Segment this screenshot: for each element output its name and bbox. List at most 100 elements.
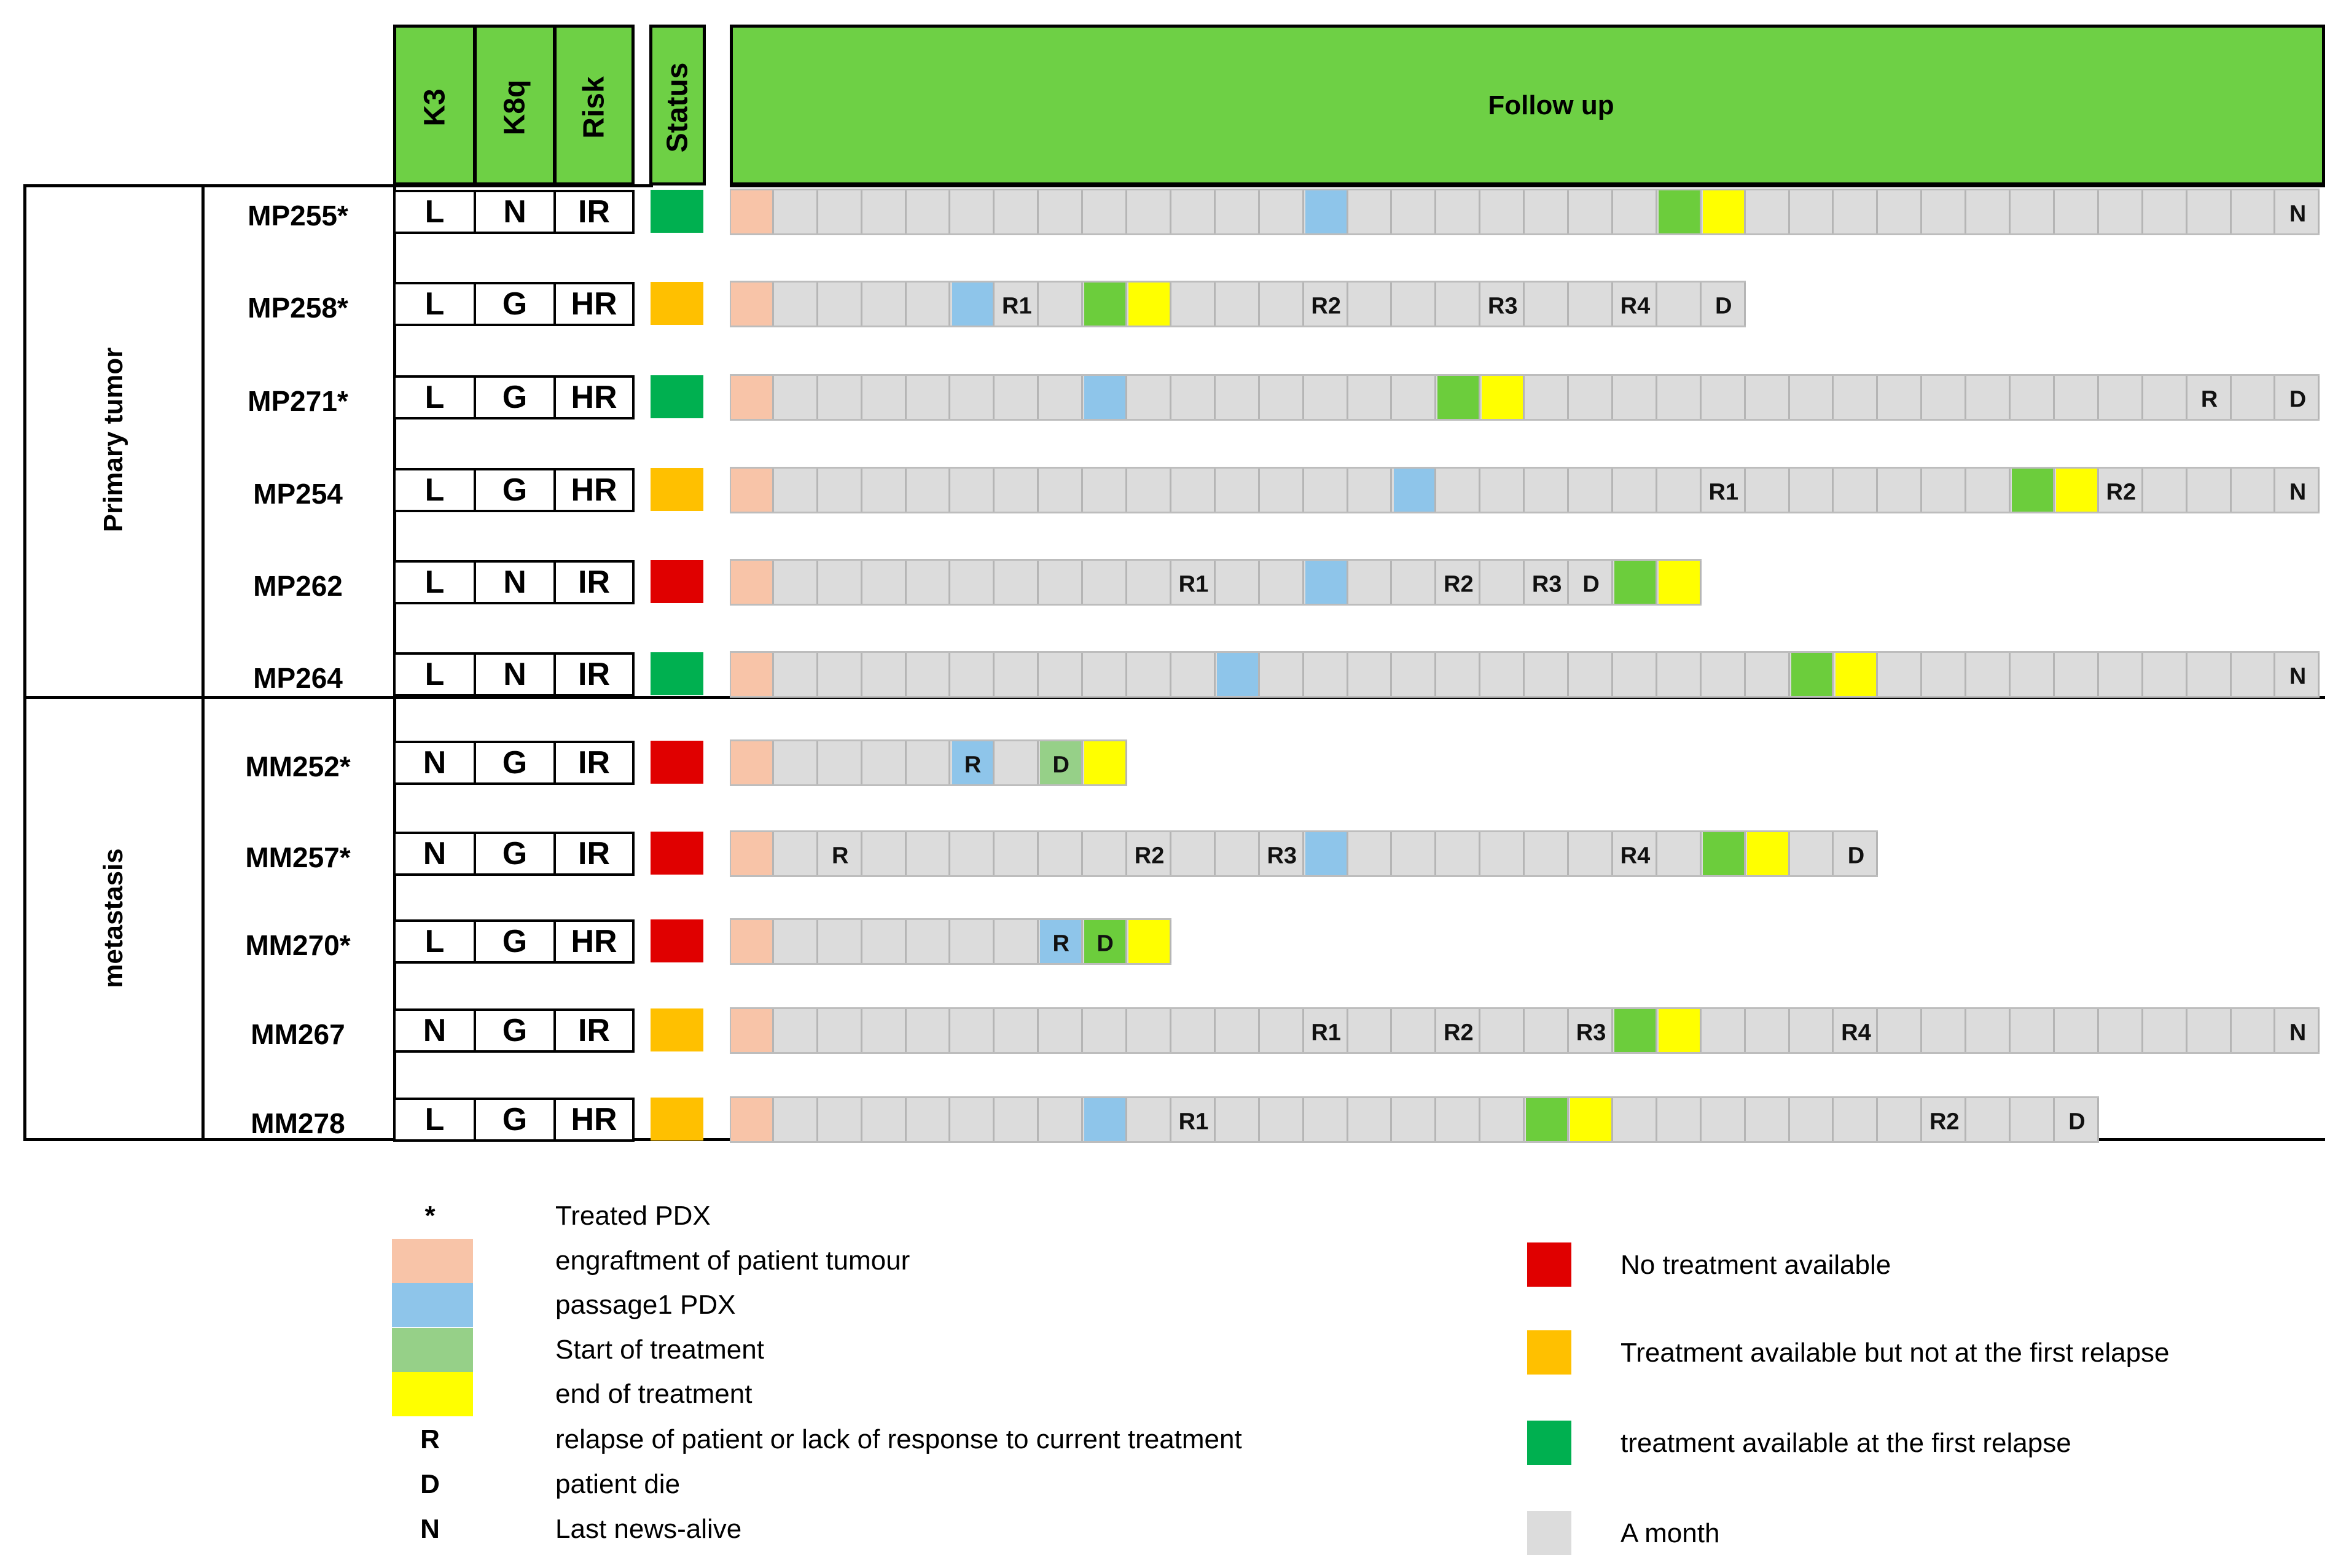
month-track: [730, 1096, 2099, 1143]
month-cell: [1922, 1098, 1967, 1141]
k3-cell: L: [393, 190, 476, 234]
status-header: [649, 25, 706, 185]
month-cell: [2187, 469, 2232, 512]
month-cell: [1216, 1098, 1260, 1141]
month-cell: [2276, 376, 2320, 419]
event-label: R4: [1620, 293, 1651, 319]
event-label: R1: [1311, 1020, 1341, 1046]
month-cell: [818, 469, 862, 512]
month-cell: [1746, 376, 1790, 419]
month-cell: [862, 920, 907, 963]
row-id-label: MP262: [253, 570, 343, 602]
group-column-border: [201, 184, 205, 1141]
event-label: R2: [1134, 843, 1165, 869]
month-cell: [1171, 469, 1216, 512]
legend-text: passage1 PDX: [555, 1290, 736, 1320]
event-engraftment-cell: [731, 1009, 774, 1052]
month-cell: [1348, 1098, 1393, 1141]
month-cell: [2055, 190, 2099, 233]
risk-cell: IR: [553, 652, 635, 696]
month-cell: [1348, 283, 1393, 326]
month-cell: [2232, 376, 2276, 419]
k8q-cell: G: [474, 919, 556, 964]
month-cell: [862, 741, 907, 784]
month-cell: [1702, 283, 1746, 326]
month-cell: [1039, 832, 1084, 875]
outer-left-border: [23, 184, 26, 1141]
risk-header: [553, 25, 635, 185]
month-cell: [1127, 469, 1171, 512]
month-cell: [818, 832, 862, 875]
month-cell: [1393, 1009, 1437, 1052]
month-cell: [1922, 469, 1967, 512]
month-cell: [1922, 653, 1967, 696]
month-cell: [862, 469, 907, 512]
month-cell: [1878, 1009, 1923, 1052]
event-label: R1: [1178, 571, 1209, 598]
month-cell: [862, 1098, 907, 1141]
risk-cell: HR: [553, 1098, 635, 1142]
month-cell: [907, 920, 951, 963]
month-cell: [1260, 283, 1304, 326]
event-label: R1: [1002, 293, 1032, 319]
month-track: [730, 189, 2320, 235]
month-cell: [1525, 653, 1570, 696]
event-label: R: [1052, 930, 1069, 957]
k8q-cell: N: [474, 560, 556, 604]
month-cell: [1790, 832, 1834, 875]
month-cell: [1216, 561, 1260, 604]
month-cell: [1216, 283, 1260, 326]
k8q-header: [474, 25, 556, 185]
event-label: R2: [1444, 1020, 1474, 1046]
legend-swatch-engraftment: [392, 1239, 473, 1283]
legend-text: Treatment available but not at the first…: [1621, 1338, 2170, 1368]
top-border-right: [730, 184, 2325, 187]
month-cell: [1260, 190, 1304, 233]
row-id-label: MM252*: [245, 751, 351, 782]
event-label: D: [2068, 1109, 2086, 1135]
month-cell: [1525, 283, 1570, 326]
month-cell: [907, 469, 951, 512]
month-cell: [2055, 1009, 2099, 1052]
month-cell: [1525, 1009, 1570, 1052]
month-cell: [2011, 190, 2055, 233]
month-cell: [1127, 190, 1171, 233]
month-cell: [1966, 653, 2011, 696]
status-indicator: [651, 919, 703, 962]
month-cell: [1393, 283, 1437, 326]
event-label: D: [1097, 930, 1114, 957]
month-cell: [1569, 832, 1613, 875]
month-cell: [1127, 1098, 1171, 1141]
k8q-cell: G: [474, 468, 556, 512]
month-cell: [1436, 283, 1481, 326]
month-cell: [995, 469, 1039, 512]
month-cell: [1569, 653, 1613, 696]
status-indicator: [651, 375, 703, 418]
month-cell: [1171, 1098, 1216, 1141]
month-cell: [2276, 1009, 2320, 1052]
row-id-label: MP271*: [248, 385, 348, 417]
row-id-label: MM257*: [245, 841, 351, 873]
month-cell: [1569, 190, 1613, 233]
month-cell: [1702, 376, 1746, 419]
month-cell: [1348, 561, 1393, 604]
month-cell: [2099, 469, 2143, 512]
month-cell: [1039, 469, 1084, 512]
legend-symbol: *: [424, 1201, 436, 1231]
follow-up-header: [730, 25, 2325, 185]
month-cell: [1083, 832, 1128, 875]
month-cell: [1348, 653, 1393, 696]
event-end-cell: [1084, 741, 1128, 784]
event-label: R: [964, 752, 982, 778]
month-cell: [1746, 469, 1790, 512]
event-start-cell: [1526, 1098, 1570, 1141]
k8q-cell: G: [474, 1008, 556, 1053]
month-cell: [1657, 376, 1702, 419]
event-start-cell: [2012, 469, 2055, 512]
month-cell: [1348, 469, 1393, 512]
k8q-cell: G: [474, 282, 556, 326]
month-cell: [2143, 1009, 2187, 1052]
month-cell: [1834, 469, 1879, 512]
month-cell: [1083, 190, 1128, 233]
month-cell: [1878, 653, 1923, 696]
